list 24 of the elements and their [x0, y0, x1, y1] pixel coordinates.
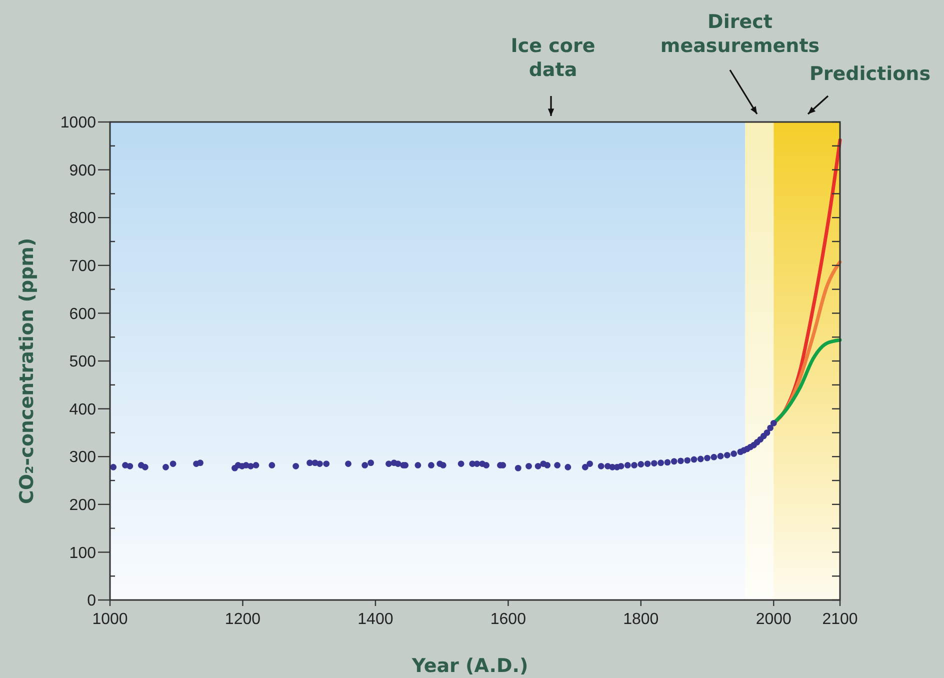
x-tick-label: 1400	[358, 611, 394, 628]
y-tick-label: 800	[69, 210, 96, 228]
line-series	[772, 338, 842, 425]
y-tick-label: 500	[69, 354, 96, 371]
y-tick-label: 900	[69, 162, 96, 180]
x-axis-title: Year (A.D.)	[410, 655, 528, 677]
band-label: Direct measurements	[660, 11, 820, 57]
y-tick-label: 100	[69, 544, 96, 562]
y-tick-label: 700	[69, 258, 96, 275]
band-label: Predictions	[809, 63, 931, 85]
x-tick-label: 1000	[92, 611, 128, 628]
band-label: Ice core data	[510, 35, 596, 81]
y-tick-label: 400	[69, 401, 96, 418]
y-tick-label: 0	[87, 592, 96, 610]
y-tick-label: 200	[69, 497, 96, 514]
y-tick-label: 1000	[60, 114, 96, 132]
y-tick-label: 600	[69, 306, 96, 323]
x-tick-label: 2100	[822, 611, 858, 628]
x-tick-label: 1800	[623, 611, 659, 628]
x-tick-label: 2000	[756, 611, 792, 628]
y-axis-title: CO₂-concentration (ppm)	[16, 238, 38, 504]
x-tick-label: 1600	[490, 611, 526, 628]
y-tick-label: 300	[69, 449, 96, 466]
x-tick-label: 1200	[224, 611, 261, 628]
